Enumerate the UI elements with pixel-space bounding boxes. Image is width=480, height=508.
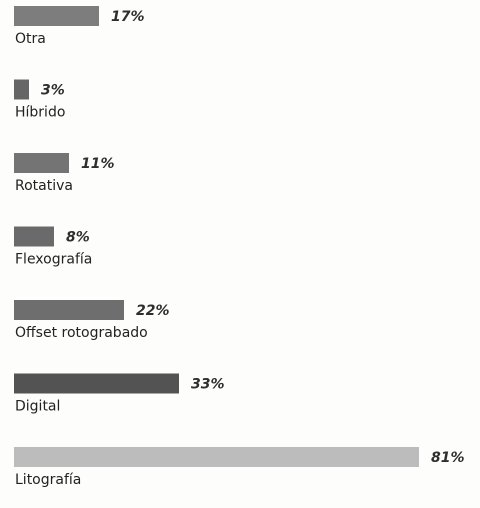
value-label-hibrido: 3%	[41, 83, 65, 99]
bar-flexografia	[14, 226, 54, 247]
bar-otra	[14, 6, 99, 26]
category-label-digital: Digital	[15, 399, 60, 415]
category-label-flexografia: Flexografía	[15, 252, 92, 268]
category-label-offset-rotograbado: Offset rotograbado	[15, 325, 148, 341]
value-label-offset-rotograbado: 22%	[136, 303, 170, 319]
value-label-otra: 17%	[111, 9, 145, 25]
category-label-rotativa: Rotativa	[15, 178, 73, 194]
category-label-litografia: Litografía	[15, 472, 81, 488]
value-label-litografia: 81%	[431, 450, 465, 466]
value-label-rotativa: 11%	[81, 156, 115, 172]
category-label-hibrido: Híbrido	[15, 105, 65, 121]
bar-digital	[14, 373, 179, 394]
bar-offset-rotograbado	[14, 300, 124, 320]
bar-hibrido	[14, 79, 29, 100]
bar-rotativa	[14, 153, 69, 173]
value-label-digital: 33%	[191, 377, 225, 393]
value-label-flexografia: 8%	[66, 230, 90, 246]
category-label-otra: Otra	[15, 31, 46, 47]
bar-litografia	[14, 447, 419, 467]
